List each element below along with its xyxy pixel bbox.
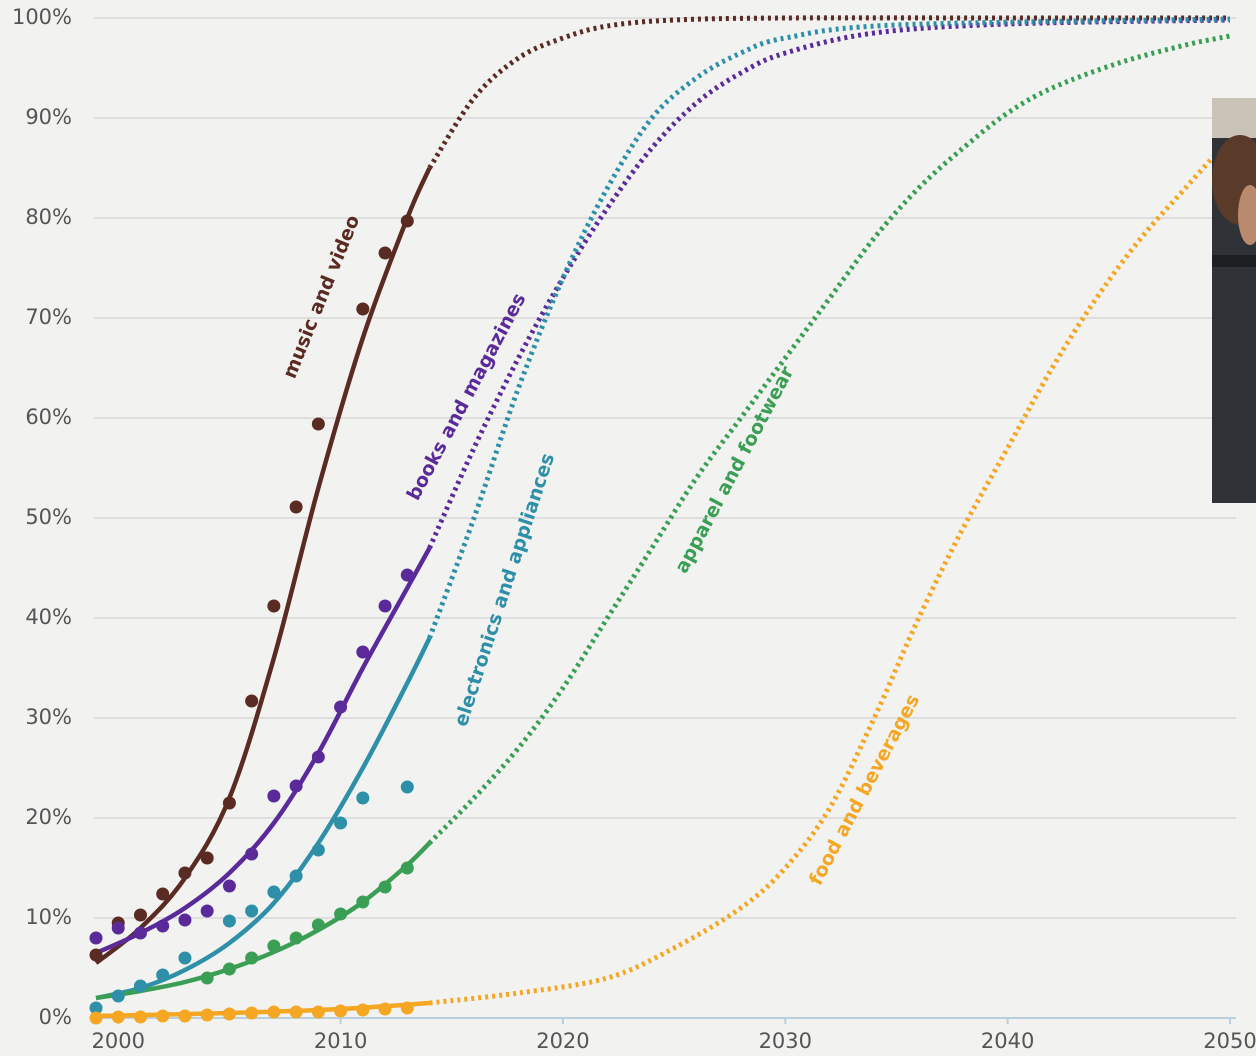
photo-wall — [1212, 98, 1256, 138]
y-tick-label: 40% — [25, 605, 72, 629]
y-tick-label: 100% — [12, 5, 72, 29]
data-point — [134, 909, 147, 922]
data-point — [401, 215, 414, 228]
data-point — [112, 990, 125, 1003]
y-tick-label: 50% — [25, 505, 72, 529]
data-point — [290, 870, 303, 883]
y-tick-label: 90% — [25, 105, 72, 129]
data-point — [201, 972, 214, 985]
data-point — [379, 1003, 392, 1016]
data-point — [201, 905, 214, 918]
x-tick-label: 2030 — [759, 1029, 812, 1053]
data-point — [178, 914, 191, 927]
data-point — [267, 886, 280, 899]
data-point — [156, 969, 169, 982]
y-tick-label: 20% — [25, 805, 72, 829]
data-point — [267, 940, 280, 953]
data-point — [90, 949, 103, 962]
chart: 0% 10% 20% 30% 40% 50% 60% 70% 80% 90% 100% 2000 201… — [0, 0, 1256, 1056]
data-point — [245, 695, 258, 708]
data-point — [245, 848, 258, 861]
data-point — [245, 952, 258, 965]
data-point — [312, 919, 325, 932]
data-point — [90, 932, 103, 945]
data-point — [245, 1007, 258, 1020]
data-point — [356, 896, 369, 909]
data-point — [112, 922, 125, 935]
data-point — [201, 1009, 214, 1022]
y-tick-label: 80% — [25, 205, 72, 229]
y-tick-label: 10% — [25, 905, 72, 929]
x-tick-label: 2010 — [314, 1029, 367, 1053]
data-point — [223, 915, 236, 928]
data-point — [401, 569, 414, 582]
data-point — [334, 1005, 347, 1018]
data-point — [134, 980, 147, 993]
background — [0, 0, 1256, 1056]
data-point — [178, 867, 191, 880]
x-tick-label: 2040 — [981, 1029, 1034, 1053]
y-tick-label: 30% — [25, 705, 72, 729]
data-point — [134, 927, 147, 940]
x-tick-label: 2020 — [536, 1029, 589, 1053]
page: 0% 10% 20% 30% 40% 50% 60% 70% 80% 90% 100% 2000 201… — [0, 0, 1256, 1056]
data-point — [267, 600, 280, 613]
data-point — [334, 908, 347, 921]
data-point — [290, 501, 303, 514]
data-point — [334, 817, 347, 830]
data-point — [178, 952, 191, 965]
data-point — [379, 247, 392, 260]
data-point — [245, 905, 258, 918]
data-point — [156, 1010, 169, 1023]
data-point — [290, 1006, 303, 1019]
data-point — [178, 1010, 191, 1023]
y-tick-label: 0% — [39, 1005, 72, 1029]
data-point — [312, 1006, 325, 1019]
data-point — [112, 1011, 125, 1024]
x-tick-label: 2050 — [1203, 1029, 1256, 1053]
data-point — [156, 888, 169, 901]
data-point — [223, 963, 236, 976]
x-tick-label: 2000 — [92, 1029, 145, 1053]
data-point — [356, 303, 369, 316]
data-point — [379, 881, 392, 894]
data-point — [356, 792, 369, 805]
y-tick-label: 70% — [25, 305, 72, 329]
data-point — [356, 646, 369, 659]
data-point — [223, 1008, 236, 1021]
data-point — [312, 418, 325, 431]
photo — [1212, 98, 1256, 503]
data-point — [267, 790, 280, 803]
data-point — [379, 600, 392, 613]
data-point — [267, 1006, 280, 1019]
data-point — [356, 1004, 369, 1017]
data-point — [156, 920, 169, 933]
data-point — [312, 844, 325, 857]
photo-strap — [1212, 255, 1256, 267]
data-point — [401, 1002, 414, 1015]
data-point — [90, 1012, 103, 1025]
data-point — [201, 852, 214, 865]
data-point — [290, 780, 303, 793]
data-point — [401, 862, 414, 875]
data-point — [334, 701, 347, 714]
data-point — [134, 1011, 147, 1024]
data-point — [223, 880, 236, 893]
y-tick-label: 60% — [25, 405, 72, 429]
data-point — [223, 797, 236, 810]
data-point — [401, 781, 414, 794]
data-point — [312, 751, 325, 764]
data-point — [290, 932, 303, 945]
